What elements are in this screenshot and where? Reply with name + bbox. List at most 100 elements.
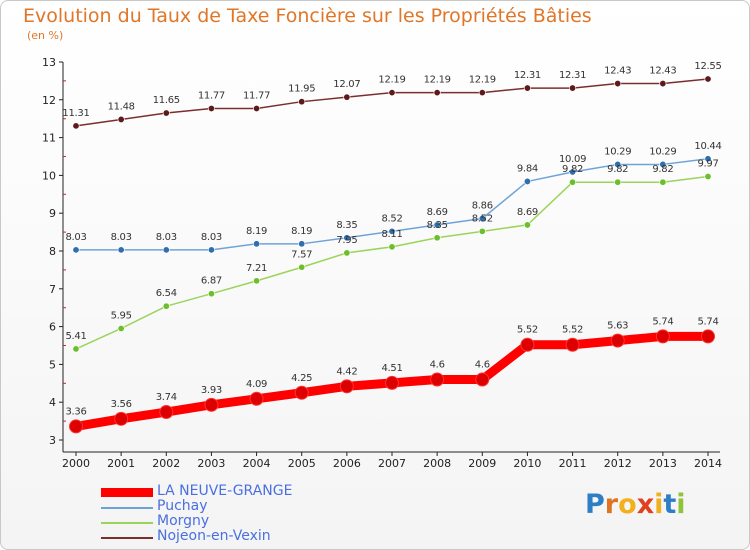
data-label: 3.74	[156, 392, 177, 403]
data-label: 11.48	[108, 101, 135, 112]
logo-letter: t	[663, 489, 677, 520]
data-point	[117, 324, 125, 332]
x-tick-label: 2014	[694, 457, 722, 470]
legend-label: LA NEUVE-GRANGE	[157, 483, 293, 499]
data-point	[207, 290, 215, 298]
data-point	[117, 246, 125, 254]
data-label: 10.44	[694, 141, 721, 152]
data-point	[343, 234, 351, 242]
data-label: 8.86	[472, 200, 493, 211]
data-label: 5.41	[65, 331, 86, 342]
data-point	[523, 221, 531, 229]
data-point	[430, 372, 445, 387]
data-point	[614, 160, 622, 168]
data-point	[162, 109, 170, 117]
x-tick-label: 2003	[197, 457, 225, 470]
data-point	[298, 98, 306, 106]
data-label: 8.11	[381, 229, 402, 240]
data-point	[162, 302, 170, 310]
data-point	[114, 411, 129, 426]
logo-letter: r	[604, 489, 619, 520]
logo-letter: i	[676, 489, 686, 520]
data-point	[72, 122, 80, 130]
data-label: 9.82	[607, 164, 628, 175]
data-label: 10.29	[604, 146, 631, 157]
data-label: 9.84	[517, 163, 538, 174]
data-point	[249, 391, 264, 406]
data-label: 8.69	[427, 207, 448, 218]
data-label: 11.95	[288, 84, 315, 95]
data-label: 12.31	[559, 70, 586, 81]
x-tick-label: 2013	[649, 457, 677, 470]
data-label: 6.87	[201, 276, 222, 287]
data-point	[478, 227, 486, 235]
legend-label: Puchay	[157, 498, 208, 514]
data-label: 10.09	[559, 154, 586, 165]
data-label: 7.21	[246, 263, 267, 274]
data-point	[704, 75, 712, 83]
data-point	[388, 89, 396, 97]
data-point	[569, 84, 577, 92]
data-point	[162, 246, 170, 254]
data-label: 10.29	[649, 146, 676, 157]
data-label: 9.82	[562, 164, 583, 175]
data-point	[614, 80, 622, 88]
data-point	[343, 249, 351, 257]
data-point	[704, 155, 712, 163]
data-label: 4.51	[381, 363, 402, 374]
data-label: 6.54	[156, 288, 177, 299]
data-label: 4.6	[430, 360, 445, 371]
data-point	[294, 385, 309, 400]
y-tick-label: 13	[42, 56, 56, 69]
data-point	[569, 168, 577, 176]
data-label: 9.97	[697, 159, 718, 170]
data-point	[339, 379, 354, 394]
data-label: 4.25	[291, 373, 312, 384]
data-label: 7.57	[291, 249, 312, 260]
x-tick-label: 2000	[62, 457, 90, 470]
data-point	[478, 214, 486, 222]
y-tick-label: 5	[49, 358, 56, 371]
data-point	[207, 104, 215, 112]
data-label: 11.77	[243, 90, 270, 101]
data-label: 8.03	[111, 232, 132, 243]
legend-swatch	[101, 488, 153, 497]
data-point	[298, 240, 306, 248]
legend-label: Nojeon-en-Vexin	[157, 528, 271, 544]
proxiti-logo: Proxiti	[585, 489, 686, 520]
data-label: 8.03	[65, 232, 86, 243]
data-point	[204, 397, 219, 412]
logo-letter: x	[636, 489, 655, 520]
legend-label: Morgny	[157, 513, 210, 529]
data-label: 12.43	[649, 66, 676, 77]
data-point	[433, 89, 441, 97]
data-label: 5.63	[607, 321, 628, 332]
y-tick-label: 11	[42, 132, 56, 145]
data-label: 5.74	[652, 316, 673, 327]
data-point	[385, 375, 399, 390]
y-tick-label: 3	[49, 434, 56, 447]
data-label: 7.95	[336, 235, 357, 246]
data-label: 9.82	[652, 164, 673, 175]
x-tick-label: 2010	[513, 457, 541, 470]
data-label: 8.03	[156, 232, 177, 243]
data-label: 8.35	[336, 220, 357, 231]
data-label: 11.77	[198, 90, 225, 101]
data-point	[614, 178, 622, 186]
data-label: 12.19	[378, 75, 405, 86]
data-point	[659, 80, 667, 88]
data-label: 12.19	[424, 75, 451, 86]
data-label: 4.6	[475, 360, 490, 371]
data-label: 8.69	[517, 207, 538, 218]
data-point	[659, 160, 667, 168]
data-point	[520, 337, 535, 352]
y-tick-label: 10	[42, 169, 56, 182]
x-tick-label: 2005	[288, 457, 316, 470]
data-label: 8.19	[291, 226, 312, 237]
data-label: 12.19	[469, 75, 496, 86]
data-point	[72, 246, 80, 254]
y-tick-label: 9	[49, 207, 56, 220]
legend-swatch	[101, 537, 153, 539]
y-tick-label: 6	[49, 321, 56, 334]
data-label: 11.31	[62, 108, 89, 119]
